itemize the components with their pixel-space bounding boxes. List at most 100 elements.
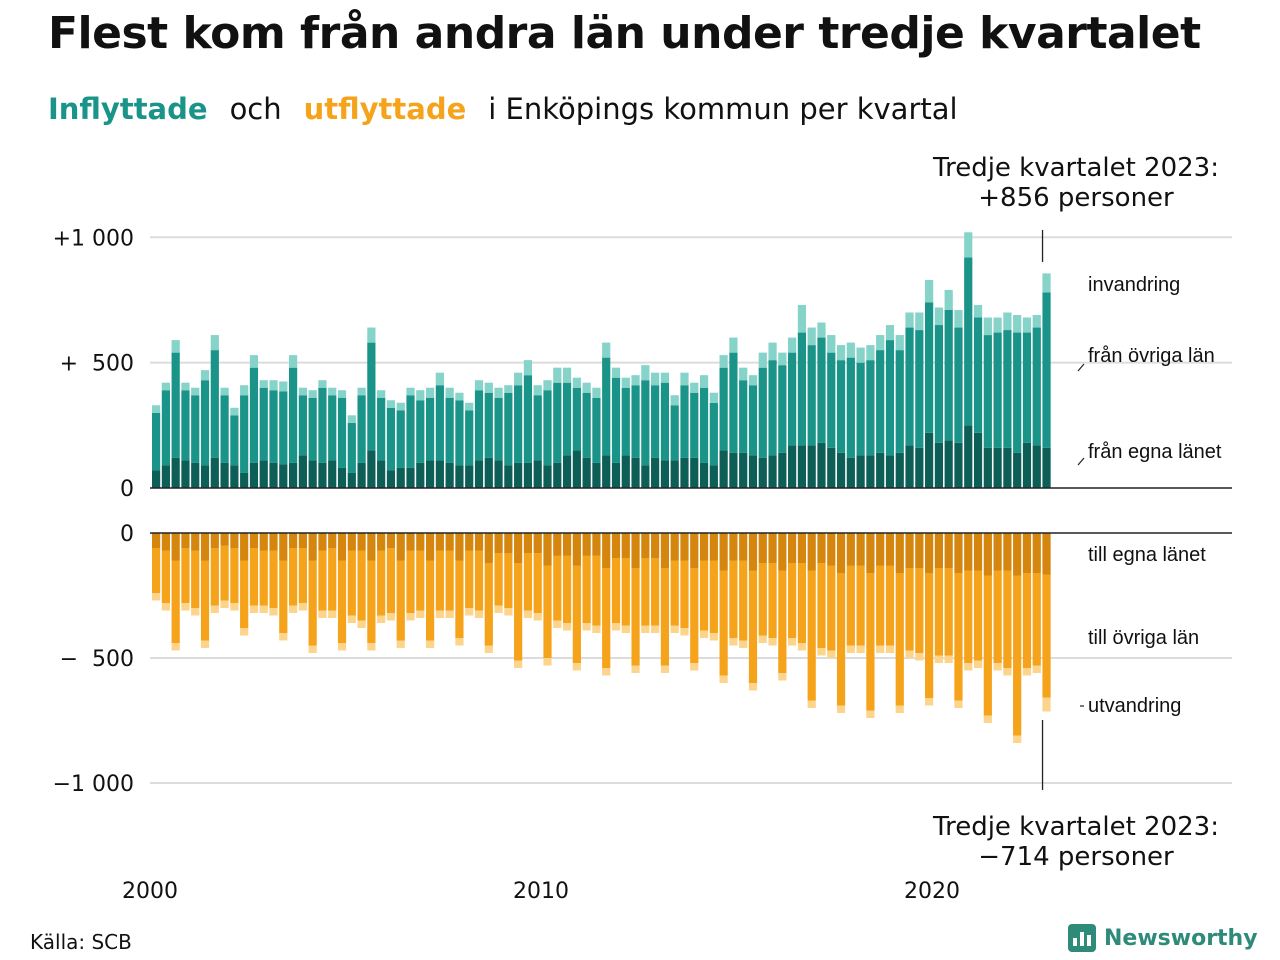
bar-in-own <box>690 457 699 488</box>
bar-out-other <box>973 570 983 661</box>
bar-in-other <box>533 395 542 461</box>
bar-in-other <box>1013 332 1022 453</box>
bar-in-immigration <box>288 355 298 368</box>
bar-out-emigration <box>445 610 454 618</box>
bar-out-own <box>240 533 249 561</box>
bar-out-other <box>905 568 914 651</box>
bar-in-other <box>719 367 728 451</box>
bar-in-immigration <box>386 400 396 408</box>
bar-out-other <box>308 560 317 646</box>
bar-in-own <box>249 462 259 488</box>
newsworthy-logo[interactable]: Newsworthy <box>1068 924 1258 952</box>
bar-out-other <box>152 548 161 593</box>
bar-in-immigration <box>778 352 787 366</box>
bar-out-other <box>210 548 219 606</box>
bar-in-immigration <box>1032 315 1041 328</box>
bar-out-own <box>288 533 298 548</box>
bar-in-other <box>367 342 376 451</box>
bar-in-other <box>836 360 846 453</box>
bar-in-other <box>191 395 200 463</box>
bar-out-emigration <box>465 608 474 616</box>
bar-out-own <box>465 533 474 551</box>
bar-out-other <box>288 548 298 606</box>
bar-out-own <box>220 533 229 546</box>
bar-out-own <box>582 533 591 556</box>
bar-in-own <box>543 465 552 488</box>
bar-out-own <box>425 533 435 561</box>
bar-in-other <box>171 352 180 458</box>
bar-in-immigration <box>690 382 699 393</box>
bar-in-other <box>259 387 268 461</box>
bar-out-own <box>279 533 288 561</box>
bar-in-other <box>993 332 1002 448</box>
bar-in-immigration <box>1013 315 1022 333</box>
bar-in-own <box>827 447 836 488</box>
bar-out-own <box>905 533 914 568</box>
bar-in-immigration <box>739 367 748 381</box>
series-label-inflow-0: invandring <box>1088 274 1180 296</box>
bar-in-other <box>788 352 797 446</box>
bar-out-own <box>973 533 983 571</box>
bar-out-other <box>768 563 777 638</box>
bar-in-other <box>660 382 670 461</box>
bar-out-own <box>553 533 562 556</box>
bar-out-other <box>1022 573 1032 668</box>
bar-in-immigration <box>592 387 601 398</box>
bar-out-emigration <box>425 640 435 648</box>
bar-out-emigration <box>748 683 758 691</box>
logo-chart-icon <box>1068 924 1096 952</box>
bar-in-other <box>582 392 591 458</box>
bar-out-emigration <box>631 665 640 673</box>
bar-in-own <box>768 455 777 488</box>
bar-out-emigration <box>152 593 161 601</box>
bar-in-other <box>611 377 621 463</box>
bar-out-own <box>484 533 493 563</box>
bar-in-immigration <box>895 335 904 351</box>
bar-in-immigration <box>210 335 219 351</box>
bar-in-immigration <box>973 304 983 318</box>
bar-in-immigration <box>1042 273 1051 293</box>
bar-in-immigration <box>328 387 337 396</box>
bar-out-own <box>455 533 464 561</box>
bar-in-immigration <box>905 312 914 328</box>
bar-in-immigration <box>435 372 444 386</box>
bar-out-emigration <box>602 668 611 676</box>
bar-in-own <box>699 462 709 488</box>
bar-in-own <box>905 445 914 488</box>
bar-out-other <box>964 570 973 663</box>
bar-in-immigration <box>171 340 180 353</box>
bar-in-own <box>484 457 493 488</box>
bar-out-emigration <box>220 600 229 608</box>
bar-out-emigration <box>866 710 875 718</box>
bar-out-emigration <box>484 645 493 653</box>
source-note: Källa: SCB <box>30 930 132 954</box>
bar-in-immigration <box>856 347 865 363</box>
bar-out-own <box>308 533 317 561</box>
bar-out-own <box>925 533 934 573</box>
bar-out-other <box>748 570 758 683</box>
bar-in-immigration <box>181 382 190 391</box>
bar-in-own <box>347 472 356 488</box>
bar-out-other <box>788 563 797 638</box>
bar-out-own <box>533 533 542 553</box>
bar-out-emigration <box>993 663 1002 671</box>
bar-out-own <box>406 533 415 551</box>
bar-out-own <box>1013 533 1022 576</box>
bar-out-emigration <box>651 625 660 633</box>
bar-out-own <box>523 533 533 553</box>
bar-in-immigration <box>641 365 650 381</box>
bar-out-own <box>1042 533 1051 575</box>
bar-out-emigration <box>856 645 865 653</box>
bar-out-other <box>533 553 542 613</box>
bar-in-immigration <box>866 345 875 361</box>
chart-title: Flest kom från andra län under tredje kv… <box>48 8 1201 59</box>
bar-out-emigration <box>269 608 278 616</box>
bar-out-emigration <box>249 605 259 613</box>
annotation-top-line1: Tredje kvartalet 2023: <box>932 153 1219 183</box>
bar-in-own <box>200 465 210 488</box>
logo-text: Newsworthy <box>1104 925 1258 951</box>
chart-subtitle: Inflyttade och utflyttade i Enköpings kommu… <box>48 92 980 126</box>
bar-in-other <box>925 302 934 433</box>
bar-in-own <box>328 460 337 488</box>
